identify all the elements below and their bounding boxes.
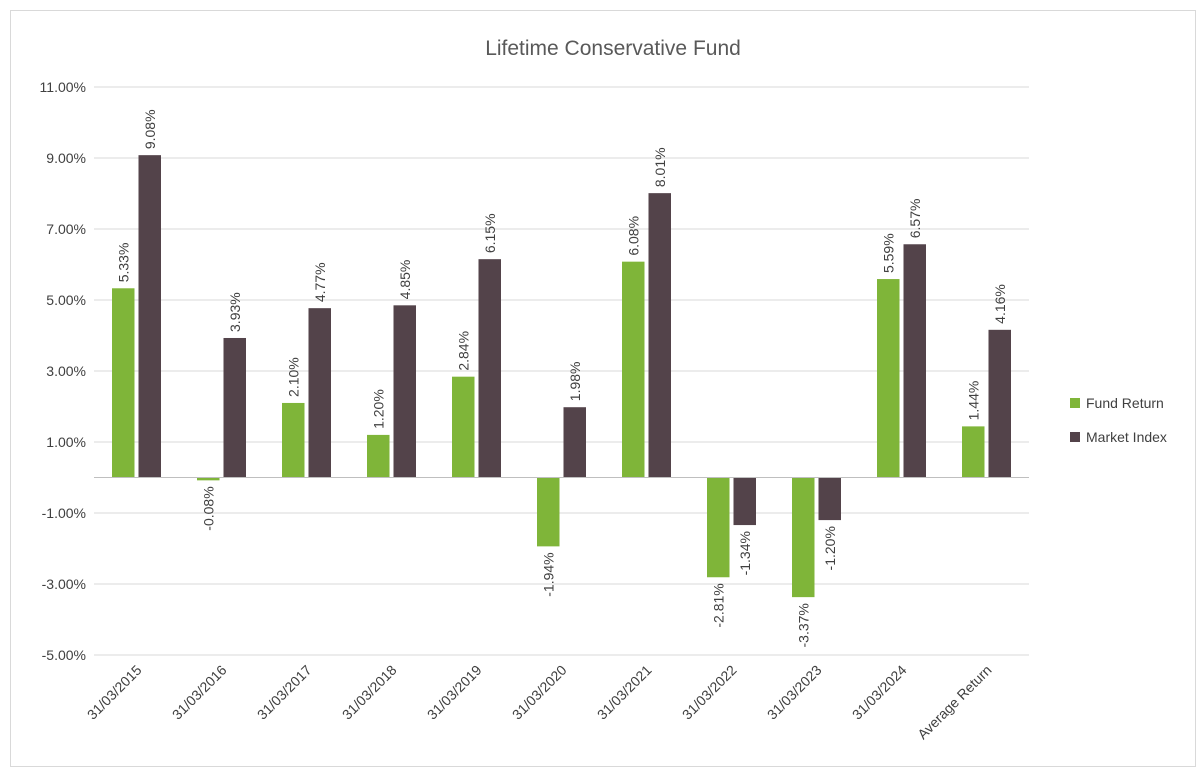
data-label: 6.57% (907, 199, 923, 239)
bar-market-index (988, 329, 1011, 478)
data-labels: 5.33% 9.08% -0.08% 3.93% 2.10% 4.77% 1.20% 4.85… (115, 109, 1008, 647)
y-tick-label: -1.00% (42, 505, 86, 521)
bar-chart: Lifetime Conservative Fund 11.00% 9.00% 7.… (40, 37, 1167, 742)
data-label: 1.44% (965, 381, 981, 421)
x-tick-label: 31/03/2021 (594, 662, 655, 723)
bar-fund-return (367, 434, 390, 478)
legend-swatch (1070, 432, 1080, 442)
y-tick-label: 3.00% (46, 363, 86, 379)
data-label: 4.85% (397, 260, 413, 300)
y-tick-label: 5.00% (46, 292, 86, 308)
legend-label: Market Index (1086, 429, 1167, 445)
x-tick-label: 31/03/2020 (509, 662, 570, 723)
bar-fund-return (707, 477, 730, 578)
x-tick-label: 31/03/2018 (339, 662, 400, 723)
x-tick-label: 31/03/2022 (679, 662, 740, 723)
bars (112, 155, 1011, 598)
bar-market-index (563, 407, 586, 478)
data-label: 3.93% (227, 292, 243, 332)
bar-fund-return (962, 426, 985, 478)
x-tick-label: 31/03/2015 (84, 662, 145, 723)
data-label: -3.37% (795, 603, 811, 647)
x-tick-label: 31/03/2019 (424, 662, 485, 723)
x-tick-label: Average Return (914, 662, 994, 742)
bar-market-index (223, 337, 246, 478)
bar-fund-return (112, 288, 135, 478)
data-label: 6.08% (625, 216, 641, 256)
chart-frame: Lifetime Conservative Fund 11.00% 9.00% 7.… (10, 10, 1196, 767)
y-tick-label: 1.00% (46, 434, 86, 450)
data-label: 1.20% (370, 389, 386, 429)
bar-fund-return (877, 279, 900, 478)
data-label: 5.33% (115, 243, 131, 283)
bar-market-index (478, 259, 501, 478)
bar-fund-return (197, 477, 220, 481)
data-label: 6.15% (482, 213, 498, 253)
bar-market-index (308, 308, 331, 478)
bar-market-index (903, 244, 926, 478)
gridlines (94, 86, 1029, 656)
y-tick-label: 11.00% (40, 79, 86, 95)
legend-label: Fund Return (1086, 395, 1164, 411)
data-label: 4.16% (992, 284, 1008, 324)
data-label: 2.10% (285, 357, 301, 397)
x-tick-label: 31/03/2023 (764, 662, 825, 723)
bar-market-index (393, 305, 416, 478)
bar-fund-return (792, 477, 815, 598)
y-tick-label: -3.00% (42, 576, 86, 592)
data-label: 4.77% (312, 262, 328, 302)
data-label: 2.84% (455, 331, 471, 371)
data-label: 9.08% (142, 109, 158, 149)
bar-fund-return (537, 477, 560, 547)
data-label: -2.81% (710, 583, 726, 627)
y-tick-label: 9.00% (46, 150, 86, 166)
data-label: 8.01% (652, 147, 668, 187)
legend: Fund Return Market Index (1070, 395, 1167, 445)
bar-market-index (818, 477, 841, 521)
y-tick-label: 7.00% (46, 221, 86, 237)
data-label: -0.08% (200, 486, 216, 530)
bar-market-index (733, 477, 756, 526)
chart-title: Lifetime Conservative Fund (485, 37, 741, 60)
bar-market-index (138, 155, 161, 478)
data-label: 5.59% (880, 233, 896, 273)
y-tick-label: -5.00% (42, 647, 86, 663)
bar-market-index (648, 193, 671, 478)
x-tick-label: 31/03/2017 (254, 662, 315, 723)
data-label: -1.20% (822, 526, 838, 570)
x-tick-label: 31/03/2016 (169, 662, 230, 723)
x-tick-label: 31/03/2024 (849, 662, 910, 723)
legend-swatch (1070, 398, 1080, 408)
bar-fund-return (622, 261, 645, 478)
bar-fund-return (452, 376, 475, 478)
data-label: -1.34% (737, 531, 753, 575)
data-label: -1.94% (540, 552, 556, 596)
bar-fund-return (282, 402, 305, 478)
data-label: 1.98% (567, 362, 583, 402)
